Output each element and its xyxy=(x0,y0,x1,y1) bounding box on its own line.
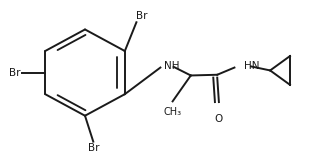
Text: HN: HN xyxy=(244,61,259,71)
Text: Br: Br xyxy=(9,68,20,78)
Text: Br: Br xyxy=(136,11,148,21)
Text: NH: NH xyxy=(164,61,180,71)
Text: CH₃: CH₃ xyxy=(164,107,182,117)
Text: O: O xyxy=(215,114,223,124)
Text: Br: Br xyxy=(88,143,99,153)
